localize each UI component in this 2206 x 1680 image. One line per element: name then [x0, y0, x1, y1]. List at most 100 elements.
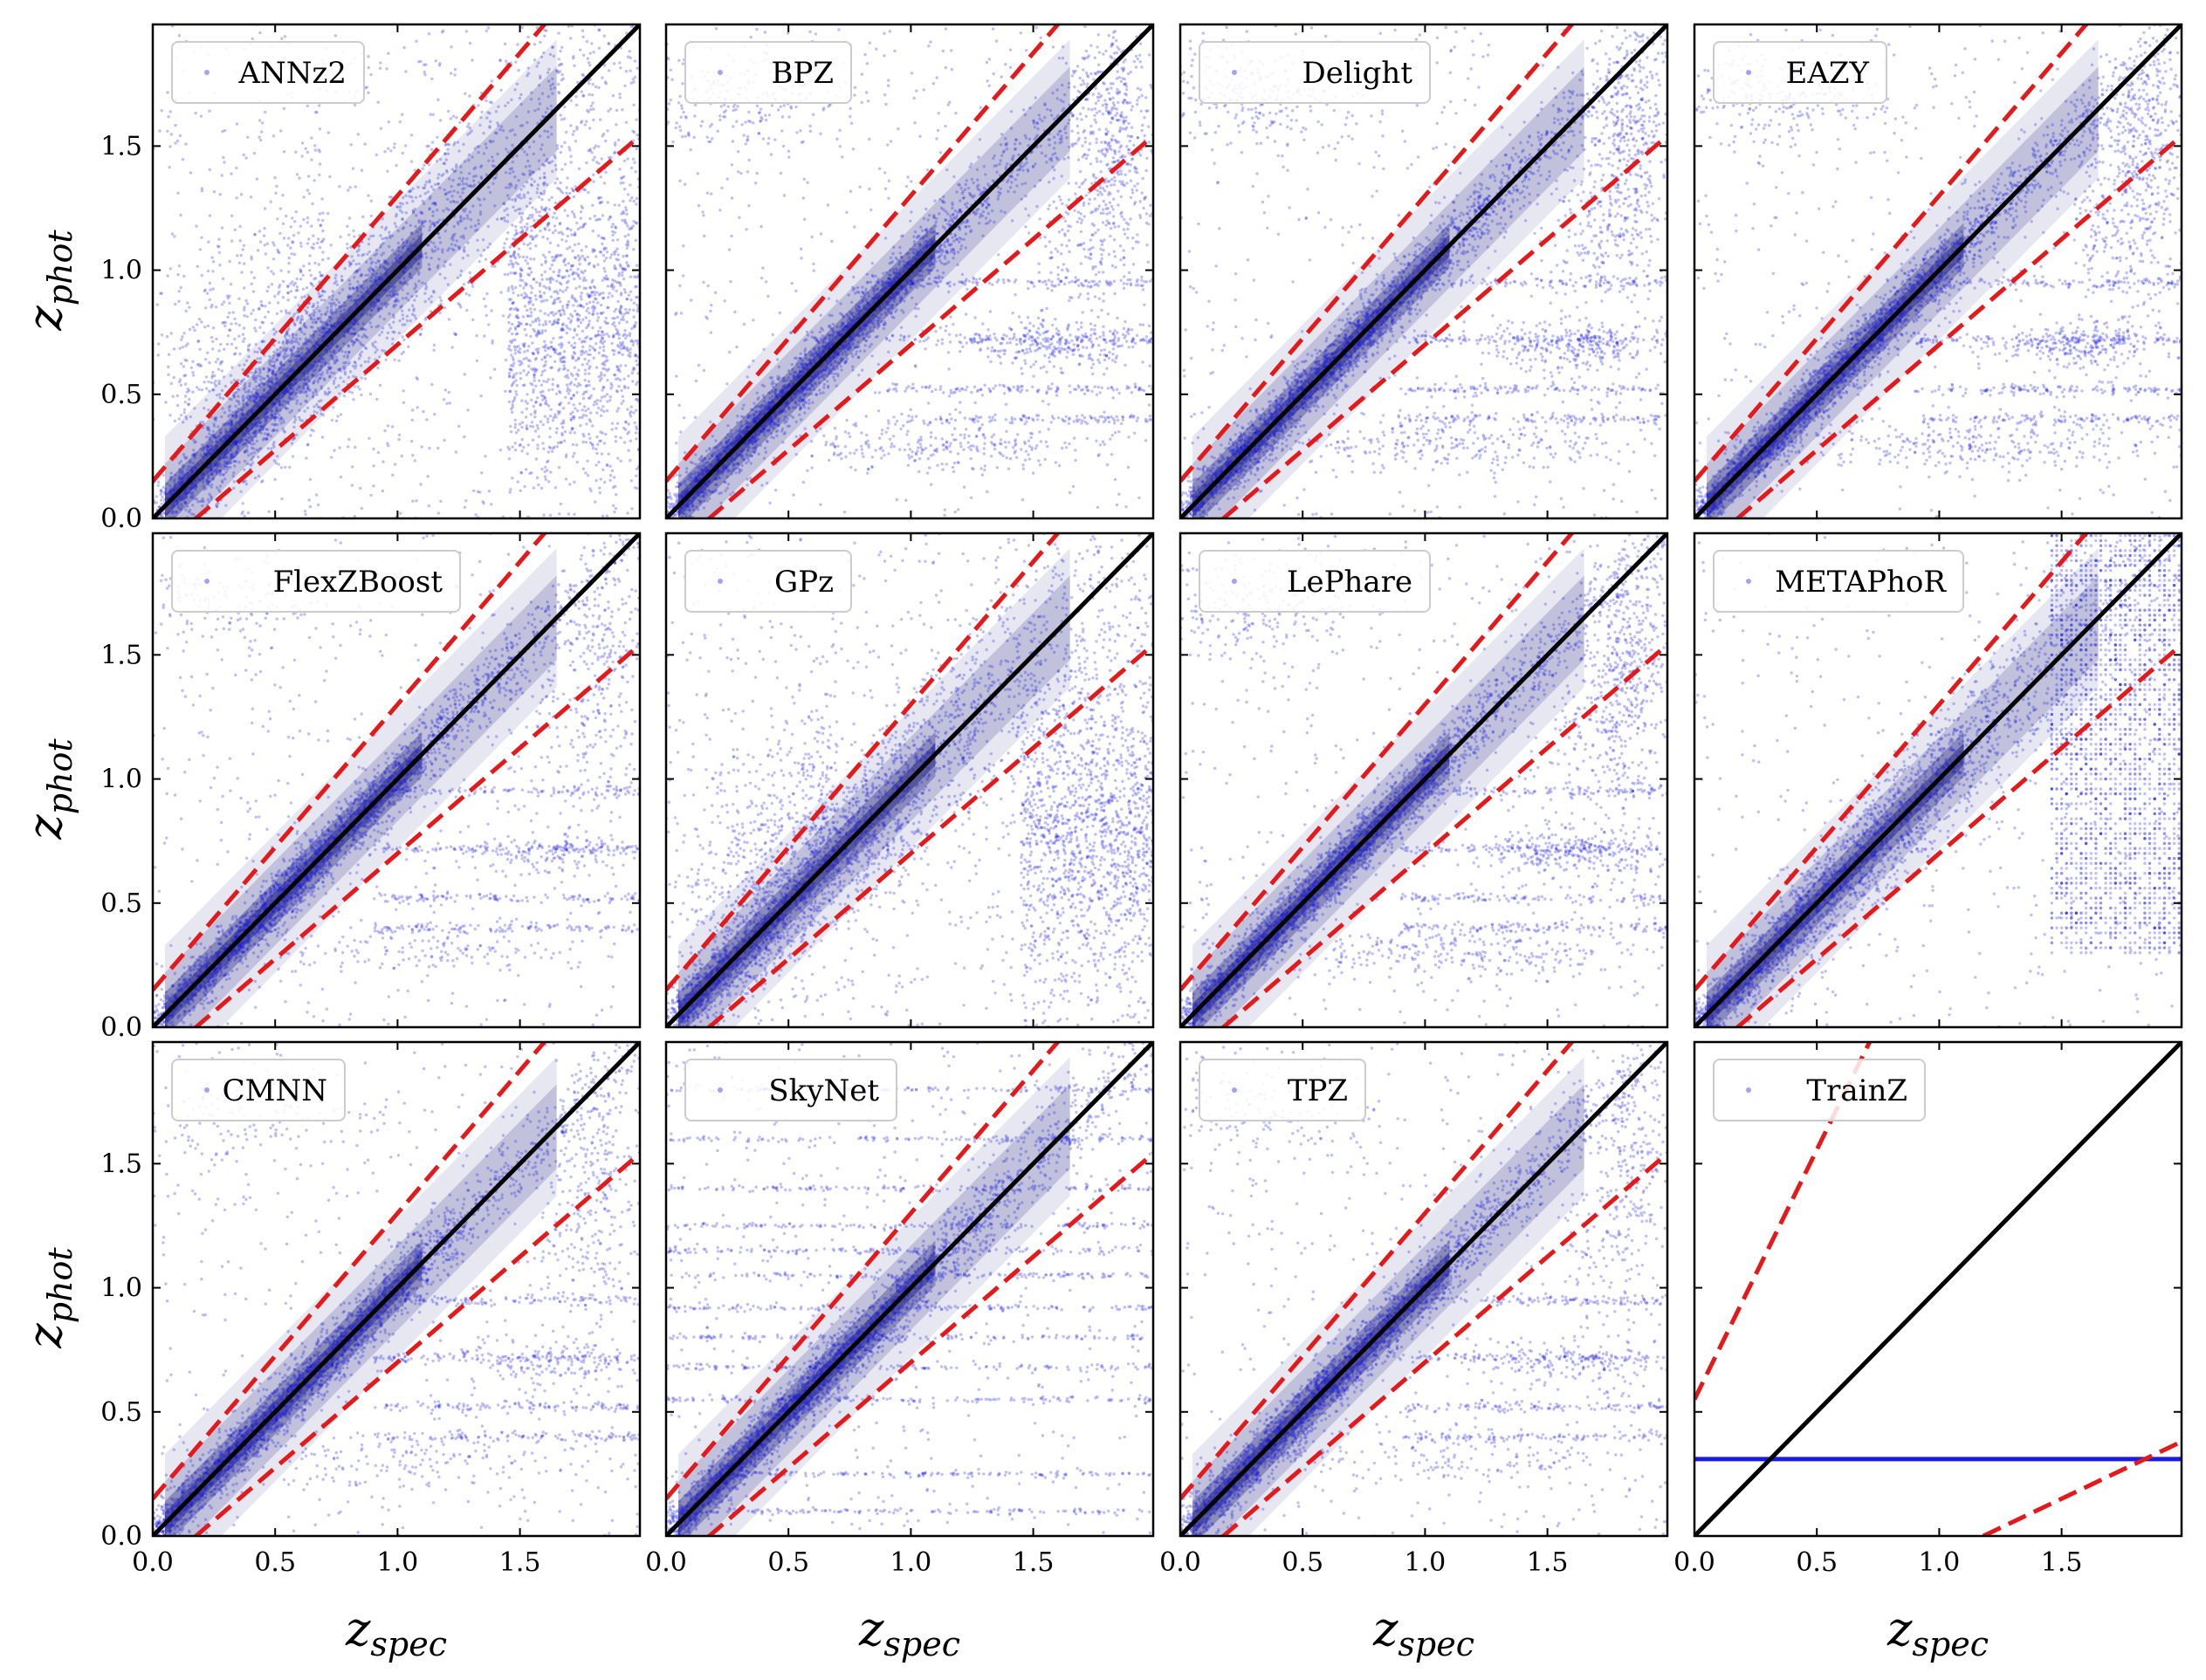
data-point [201, 274, 203, 277]
data-point [539, 291, 541, 293]
data-point [266, 243, 269, 245]
data-point [411, 454, 414, 456]
data-point [201, 443, 203, 446]
data-point [198, 318, 201, 320]
data-point [383, 237, 386, 239]
data-point [376, 100, 379, 103]
data-point [627, 387, 629, 389]
data-point [460, 219, 463, 222]
data-point [387, 52, 389, 55]
data-point [532, 328, 534, 331]
data-point [468, 294, 471, 297]
data-point [560, 113, 562, 116]
data-point [560, 151, 562, 154]
data-point [437, 173, 440, 175]
data-point [625, 70, 628, 72]
data-point [566, 270, 568, 272]
data-point [553, 271, 555, 273]
data-point [539, 102, 541, 105]
data-point [248, 385, 251, 387]
data-point [635, 118, 637, 120]
data-point [553, 55, 555, 58]
data-point [256, 440, 258, 442]
data-point [588, 93, 590, 96]
data-point [533, 180, 536, 182]
data-point [570, 99, 573, 102]
data-point [626, 346, 629, 349]
data-point [452, 249, 455, 251]
data-point [352, 398, 354, 401]
data-point [553, 156, 556, 159]
data-point [182, 453, 185, 456]
data-point [560, 344, 563, 346]
data-point [627, 353, 629, 356]
data-point [361, 254, 363, 257]
data-point [600, 377, 602, 380]
data-point [457, 191, 459, 194]
data-point [629, 183, 631, 186]
data-point [429, 113, 431, 115]
data-point [630, 167, 633, 169]
data-point [503, 246, 505, 249]
data-point [223, 473, 225, 476]
data-point [459, 165, 462, 168]
data-point [160, 499, 162, 502]
data-point [633, 161, 636, 164]
data-point [563, 350, 566, 353]
data-point [237, 402, 240, 405]
data-point [523, 195, 526, 198]
data-point [162, 486, 165, 489]
data-point [348, 312, 351, 314]
data-point [618, 370, 621, 373]
data-point [254, 430, 257, 433]
data-point [428, 447, 430, 449]
data-point [601, 515, 604, 518]
data-point [531, 421, 533, 423]
data-point [596, 312, 599, 315]
data-point [283, 150, 285, 153]
data-point [619, 341, 622, 344]
data-point [255, 435, 258, 438]
data-point [191, 504, 194, 506]
data-point [589, 108, 592, 111]
data-point [483, 298, 485, 300]
data-point [479, 203, 482, 206]
data-point [388, 294, 391, 297]
data-point [629, 276, 632, 278]
data-point [519, 444, 521, 447]
data-point [389, 326, 392, 329]
data-point [519, 360, 522, 363]
data-point [552, 231, 554, 234]
data-point [388, 285, 390, 288]
data-point [566, 374, 568, 376]
data-point [508, 374, 511, 377]
data-point [296, 354, 299, 357]
data-point [611, 234, 614, 237]
data-point [320, 321, 323, 324]
data-point [306, 407, 309, 409]
data-point [615, 123, 617, 126]
data-point [455, 163, 457, 166]
data-point [510, 185, 512, 188]
data-point [632, 220, 635, 223]
data-point [451, 346, 454, 348]
data-point [603, 374, 606, 376]
data-point [585, 422, 588, 425]
data-point [468, 94, 471, 97]
data-point [352, 365, 354, 367]
data-point [430, 300, 432, 303]
data-point [466, 217, 469, 220]
data-point [356, 294, 359, 297]
data-point [218, 264, 221, 266]
data-point [566, 286, 568, 289]
data-point [565, 131, 567, 134]
data-point [509, 308, 512, 311]
data-point [284, 353, 286, 355]
data-point [474, 166, 477, 168]
data-point [574, 378, 577, 381]
data-point [396, 255, 399, 257]
data-point [554, 486, 557, 489]
data-point [216, 394, 218, 396]
data-point [263, 227, 265, 230]
data-point [436, 160, 438, 162]
